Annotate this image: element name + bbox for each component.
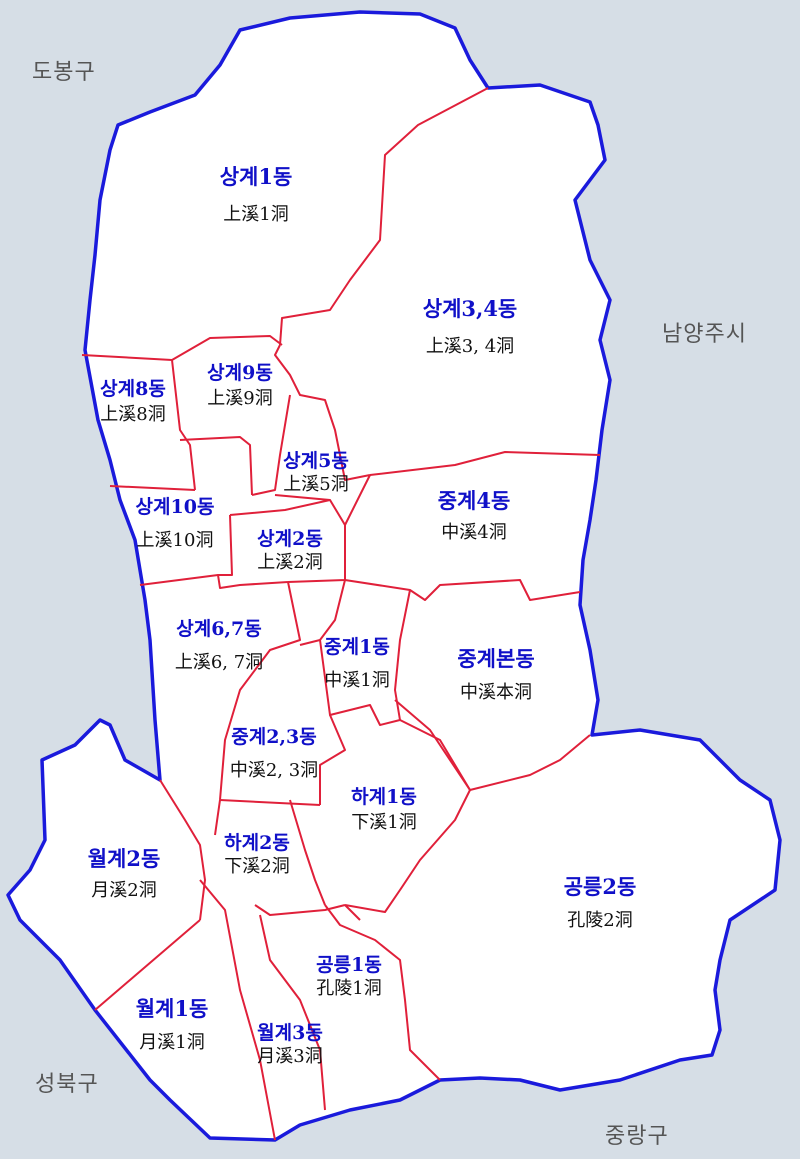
neighbor-label-seongbuk: 성북구 (35, 1072, 99, 1097)
dong-label-junggye-4: 중계4동 中溪4洞 (438, 490, 511, 544)
dong-hanja: 下溪1洞 (351, 812, 417, 833)
dong-label-junggye-bon: 중계본동 中溪本洞 (457, 648, 534, 704)
dong-name: 월계1동 (135, 996, 209, 1021)
dong-name: 중계1동 (324, 636, 390, 658)
dong-hanja: 上溪8洞 (100, 404, 166, 425)
dong-name: 중계본동 (457, 646, 535, 671)
dong-hanja: 孔陵2洞 (567, 910, 633, 931)
dong-hanja: 月溪2洞 (91, 880, 157, 901)
dong-hanja: 上溪9洞 (207, 388, 273, 409)
dong-name: 상계5동 (283, 450, 349, 472)
dong-name: 중계4동 (437, 488, 511, 513)
dong-hanja: 中溪本洞 (460, 682, 532, 703)
dong-label-wolgye-3: 월계3동 月溪3洞 (257, 1022, 323, 1068)
dong-name: 하계2동 (224, 832, 290, 854)
dong-name: 상계1동 (219, 164, 293, 189)
dong-label-sanggye-10: 상계10동 上溪10洞 (136, 496, 215, 552)
dong-hanja: 上溪3, 4洞 (425, 336, 515, 357)
dong-hanja: 上溪1洞 (223, 204, 289, 225)
dong-label-junggye-23: 중계2,3동 中溪2, 3洞 (230, 726, 318, 782)
dong-label-sanggye-9: 상계9동 上溪9洞 (207, 362, 273, 410)
dong-name: 상계9동 (207, 362, 273, 384)
dong-name: 하계1동 (351, 786, 417, 808)
dong-label-junggye-1: 중계1동 中溪1洞 (324, 636, 390, 692)
dong-label-wolgye-1: 월계1동 月溪1洞 (136, 998, 209, 1054)
dong-label-hagye-2: 하계2동 下溪2洞 (224, 832, 290, 878)
dong-name: 상계3,4동 (422, 296, 518, 321)
dong-label-gongneung-2: 공릉2동 孔陵2洞 (564, 876, 637, 932)
dong-label-sanggye-34: 상계3,4동 上溪3, 4洞 (423, 298, 518, 358)
dong-name: 상계8동 (100, 378, 166, 400)
dong-name: 중계2,3동 (231, 726, 317, 748)
dong-label-sanggye-67: 상계6,7동 上溪6, 7洞 (175, 618, 263, 674)
dong-name: 공릉1동 (316, 954, 382, 976)
district-outline (6, 10, 782, 1142)
dong-hanja: 中溪1洞 (324, 670, 390, 691)
dong-hanja: 中溪4洞 (441, 522, 507, 543)
neighbor-label-jungnang: 중랑구 (605, 1124, 669, 1149)
dong-label-sanggye-1: 상계1동 上溪1洞 (220, 166, 293, 226)
dong-label-sanggye-2: 상계2동 上溪2洞 (257, 528, 323, 574)
neighbor-label-dobong: 도봉구 (32, 60, 96, 85)
dong-label-sanggye-8: 상계8동 上溪8洞 (100, 378, 166, 426)
dong-label-wolgye-2: 월계2동 月溪2洞 (88, 848, 161, 902)
dong-name: 공릉2동 (563, 874, 637, 899)
dong-label-hagye-1: 하계1동 下溪1洞 (351, 786, 417, 834)
dong-name: 월계3동 (257, 1022, 323, 1044)
neighbor-label-namyangju: 남양주시 (662, 322, 747, 347)
dong-hanja: 上溪5洞 (283, 474, 349, 495)
dong-hanja: 月溪1洞 (139, 1032, 205, 1053)
dong-hanja: 上溪6, 7洞 (174, 652, 264, 673)
dong-name: 월계2동 (87, 846, 161, 871)
dong-hanja: 上溪2洞 (257, 552, 323, 573)
dong-hanja: 中溪2, 3洞 (229, 760, 319, 781)
dong-label-sanggye-5: 상계5동 上溪5洞 (283, 450, 349, 496)
dong-boundaries (81, 87, 601, 1141)
dong-name: 상계6,7동 (176, 618, 262, 640)
dong-hanja: 下溪2洞 (224, 856, 290, 877)
dong-hanja: 孔陵1洞 (316, 978, 382, 999)
dong-hanja: 月溪3洞 (257, 1046, 323, 1067)
dong-name: 상계10동 (135, 496, 215, 518)
dong-name: 상계2동 (257, 528, 323, 550)
dong-hanja: 上溪10洞 (136, 530, 214, 551)
dong-label-gongneung-1: 공릉1동 孔陵1洞 (316, 954, 382, 1000)
